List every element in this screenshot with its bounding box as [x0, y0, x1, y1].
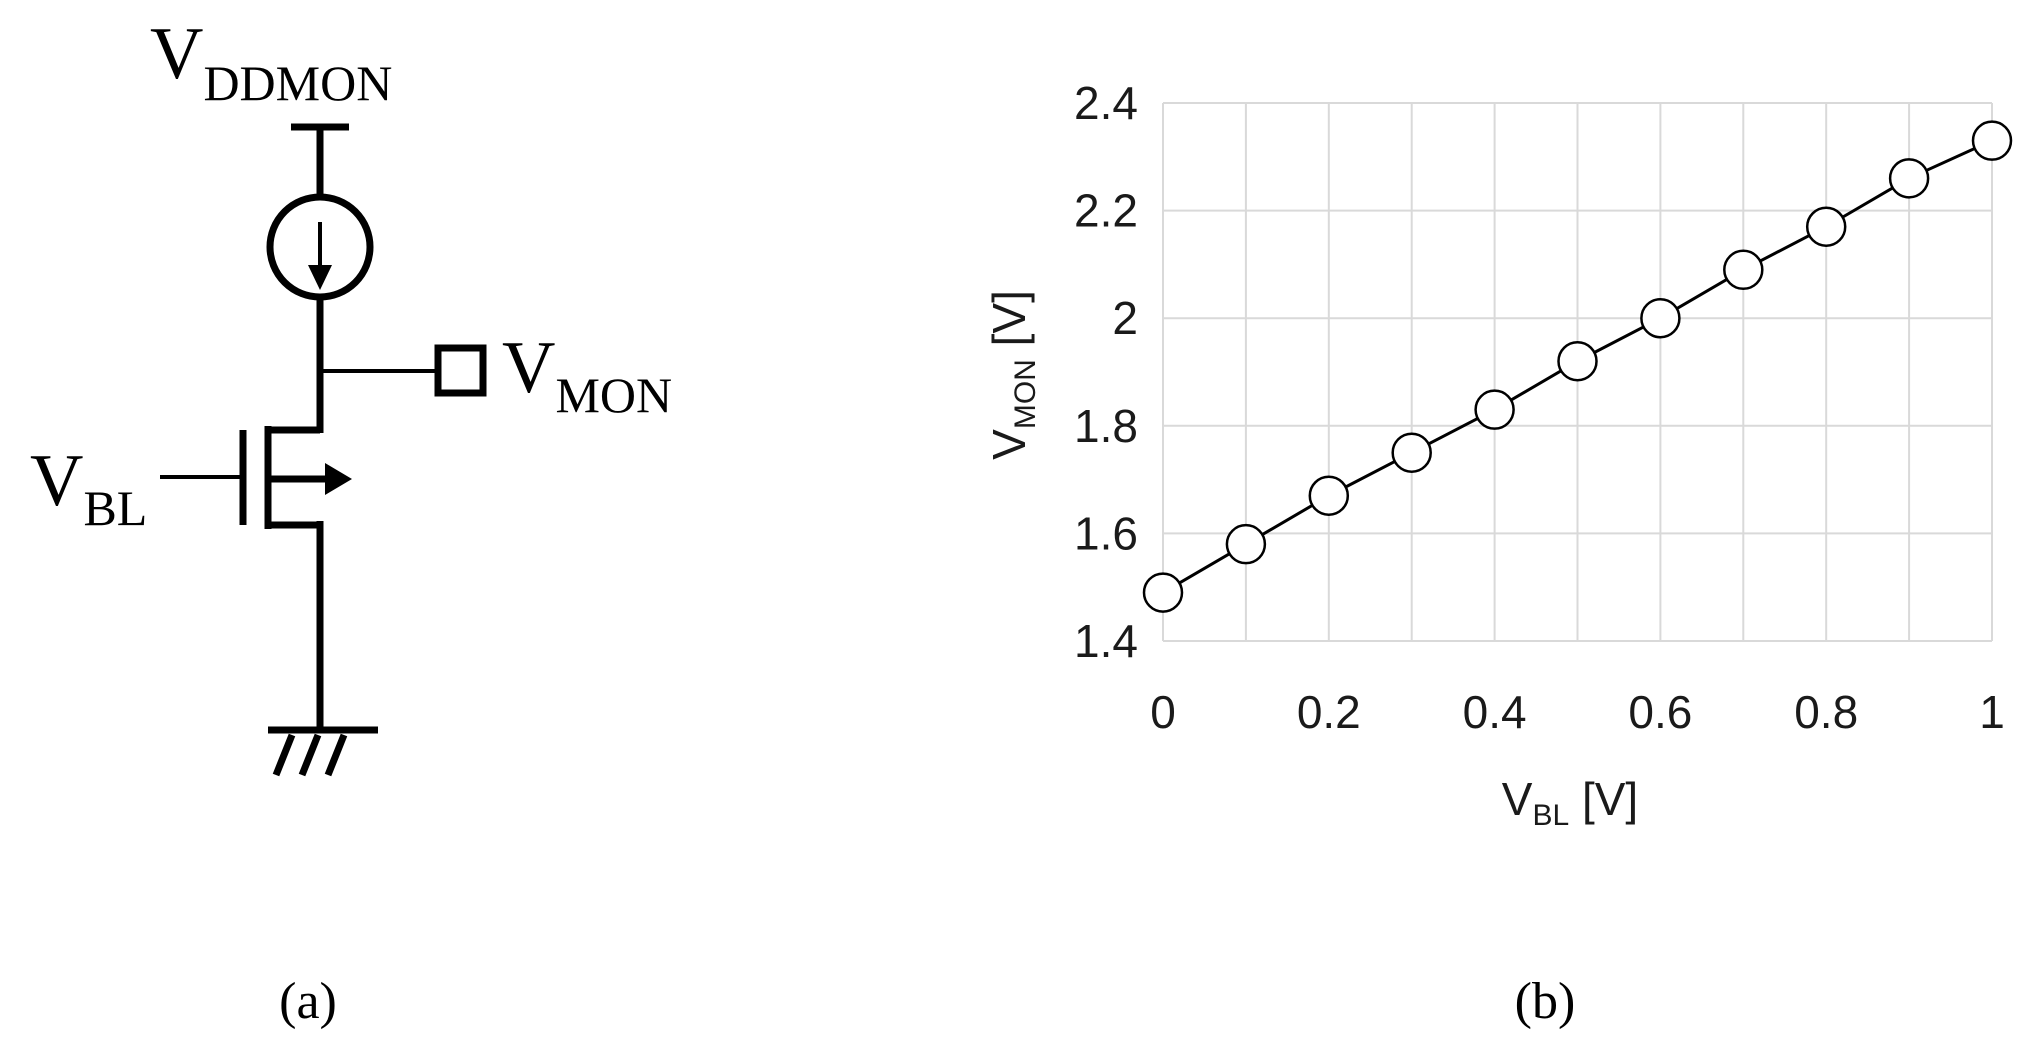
data-point-marker	[1888, 158, 1930, 199]
y-tick-labels: 1.4 1.6 1.8 2 2.2 2.4	[1074, 77, 1138, 667]
data-points	[1142, 120, 2013, 613]
caption-a: (a)	[279, 973, 337, 1030]
y-tick-label: 2.4	[1074, 77, 1138, 129]
y-tick-label: 1.4	[1074, 615, 1138, 667]
data-point-marker	[1474, 389, 1515, 430]
caption-b: (b)	[1515, 973, 1576, 1030]
y-tick-label: 2.2	[1074, 185, 1138, 237]
y-tick-label: 2	[1112, 292, 1138, 344]
data-point-marker	[1805, 206, 1847, 247]
data-point-marker	[1723, 249, 1764, 291]
data-point-marker	[1225, 523, 1267, 565]
data-point-marker	[1391, 432, 1432, 473]
x-tick-label: 0.8	[1794, 686, 1858, 738]
x-tick-label: 0	[1150, 686, 1176, 738]
x-tick-label: 0.2	[1297, 686, 1361, 738]
data-point-marker	[1971, 120, 2013, 161]
current-arrow-head-icon	[308, 265, 332, 290]
data-point-marker	[1308, 475, 1350, 516]
x-tick-label: 0.6	[1628, 686, 1692, 738]
y-tick-label: 1.6	[1074, 507, 1138, 559]
x-tick-label: 0.4	[1463, 686, 1527, 738]
vdd-label: VDDMON	[150, 13, 392, 111]
source-arrow-head-icon	[325, 463, 352, 495]
x-axis-label: VBL [V]	[1502, 773, 1638, 832]
y-axis-label: VMON [V]	[983, 290, 1042, 460]
x-tick-labels: 0 0.2 0.4 0.6 0.8 1	[1150, 686, 2005, 738]
x-tick-label: 1	[1979, 686, 2005, 738]
y-tick-label: 1.8	[1074, 400, 1138, 452]
vbl-label: VBL	[30, 440, 147, 536]
chart: 1.41.61.822.22.4 0 0.2 0.4 0.6 0.8 1 VBL [V] …	[983, 77, 2013, 832]
vmon-terminal-icon	[434, 344, 487, 397]
circuit-diagram: VDDMON VMON VBL (a)	[30, 13, 672, 1030]
data-point-marker	[1557, 340, 1598, 382]
data-point-marker	[1640, 297, 1681, 339]
data-point-marker	[1142, 572, 1184, 613]
ground-icon	[268, 726, 378, 777]
vmon-label: VMON	[502, 327, 672, 423]
